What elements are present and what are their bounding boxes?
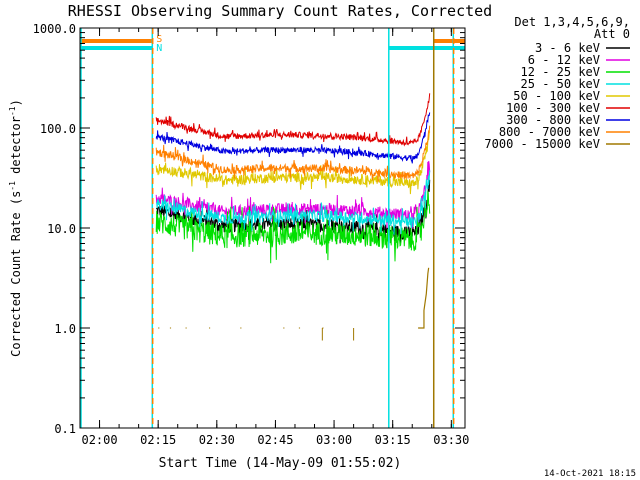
- series-trace-4: [155, 131, 431, 195]
- flag-n-label: N: [156, 43, 162, 54]
- y-tick-label: 0.1: [54, 422, 76, 436]
- y-tick-label: 100.0: [40, 122, 76, 136]
- flag-s-label: S: [156, 34, 162, 45]
- series-traces: [155, 93, 431, 341]
- x-tick-label: 02:15: [140, 433, 176, 447]
- x-axis-label: Start Time (14-May-09 01:55:02): [159, 456, 402, 471]
- y-axis-label-end: ): [9, 99, 23, 106]
- legend-label-0: 3 - 6 keV: [535, 41, 600, 55]
- legend-label-6: 300 - 800 keV: [506, 113, 600, 127]
- legend-label-7: 800 - 7000 keV: [499, 125, 600, 139]
- legend-label-8: 7000 - 15000 keV: [484, 137, 600, 151]
- x-tick-label: 02:45: [257, 433, 293, 447]
- series-trace-6: [155, 112, 431, 164]
- legend-label-4: 50 - 100 keV: [513, 89, 600, 103]
- x-tick-label: 03:00: [316, 433, 352, 447]
- series-trace-5: [155, 93, 431, 147]
- series-trace-7: [155, 125, 431, 183]
- y-axis-label-main: Corrected Count Rate (s: [9, 191, 23, 357]
- footer-timestamp: 14-Oct-2021 18:15: [544, 469, 636, 479]
- y-axis-label: Corrected Count Rate (s-1 detector-1): [8, 99, 23, 357]
- y-tick-label: 10.0: [47, 222, 76, 236]
- chart-title: RHESSI Observing Summary Count Rates, Co…: [68, 2, 492, 20]
- legend-label-2: 12 - 25 keV: [521, 65, 600, 79]
- y-axis-label-sup1: -1: [8, 181, 17, 191]
- legend-label-5: 100 - 300 keV: [506, 101, 600, 115]
- legend-header-2: Att 0: [594, 27, 630, 41]
- series-trace-8: [158, 267, 430, 341]
- legend-header-1: Det 1,3,4,5,6,9,: [514, 15, 630, 29]
- x-tick-label: 02:30: [199, 433, 235, 447]
- y-tick-label: 1000.0: [33, 22, 76, 36]
- y-axis-label-mid: detector: [9, 116, 23, 181]
- legend-label-1: 6 - 12 keV: [528, 53, 600, 67]
- y-axis: 0.1 1.0 10.0 100.0 1000.0: [33, 22, 465, 436]
- y-axis-label-sup2: -1: [8, 106, 17, 116]
- y-tick-label: 1.0: [54, 322, 76, 336]
- series-trace-3: [156, 170, 431, 236]
- x-tick-label: 03:15: [375, 433, 411, 447]
- series-trace-2: [155, 190, 431, 264]
- x-axis: 02:00 02:15 02:30 02:45 03:00 03:15 03:30: [79, 28, 469, 447]
- legend-label-3: 25 - 50 keV: [521, 77, 600, 91]
- x-tick-label: 02:00: [81, 433, 117, 447]
- x-tick-label: 03:30: [433, 433, 469, 447]
- trace-rise: [418, 267, 430, 329]
